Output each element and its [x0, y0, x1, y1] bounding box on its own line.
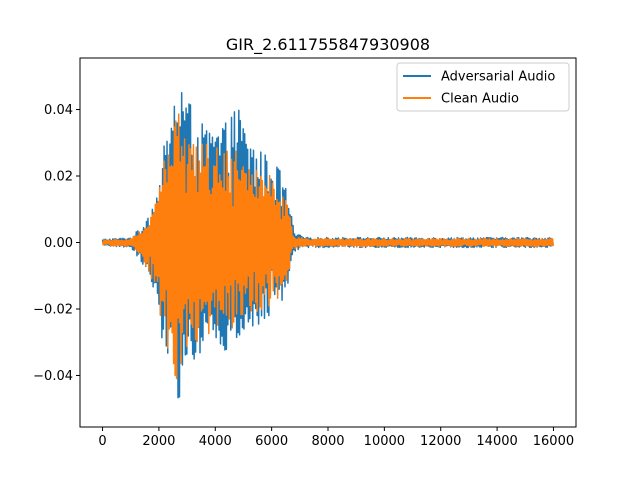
legend-label: Adversarial Audio — [441, 70, 555, 85]
y-tick-label: 0.00 — [44, 236, 73, 251]
x-tick-label: 6000 — [255, 434, 288, 449]
series-layer — [101, 91, 554, 399]
y-tick-label: −0.04 — [33, 369, 73, 384]
chart-title: GIR_2.611755847930908 — [226, 35, 430, 55]
y-tick-label: −0.02 — [33, 302, 73, 317]
y-tick-label: 0.04 — [44, 103, 73, 118]
x-tick-label: 10000 — [364, 434, 405, 449]
x-tick-label: 8000 — [311, 434, 344, 449]
series-line-1 — [101, 113, 554, 380]
x-tick-label: 12000 — [420, 434, 461, 449]
legend-label: Clean Audio — [441, 92, 519, 107]
y-tick-label: 0.02 — [44, 170, 73, 185]
x-tick-label: 4000 — [199, 434, 232, 449]
x-axis: 0 2000 4000 6000 8000 10000 12000 14000 16000 — [98, 427, 574, 449]
legend-box — [396, 62, 570, 112]
x-tick-label: 0 — [98, 434, 106, 449]
legend: Adversarial Audio Clean Audio — [396, 62, 570, 112]
x-tick-label: 16000 — [533, 434, 574, 449]
x-tick-label: 2000 — [142, 434, 175, 449]
x-tick-label: 14000 — [476, 434, 517, 449]
y-axis: −0.04 −0.02 0.00 0.02 0.04 — [33, 103, 80, 384]
